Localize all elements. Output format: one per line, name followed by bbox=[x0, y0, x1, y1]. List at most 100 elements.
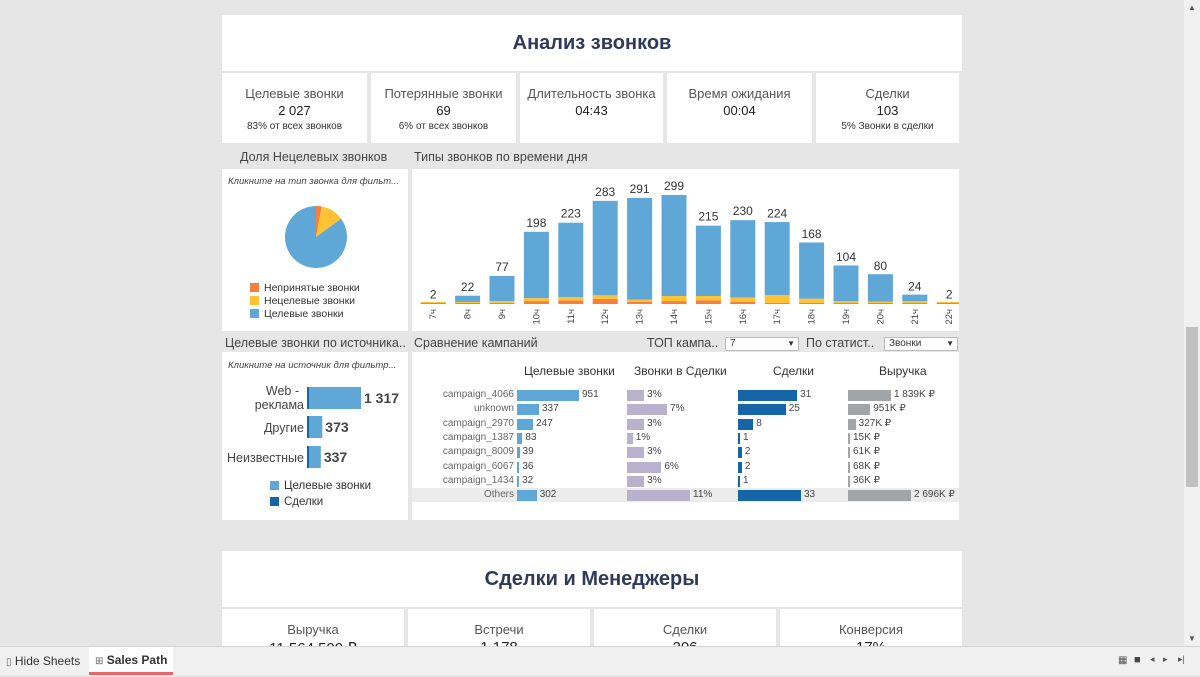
kpi-target-calls[interactable]: Целевые звонки 2 027 83% от всех звонков bbox=[222, 73, 367, 143]
time-bar-segment[interactable] bbox=[523, 301, 549, 304]
time-bar-segment[interactable] bbox=[489, 301, 515, 303]
source-deals-bar[interactable] bbox=[307, 446, 309, 468]
time-bar-segment[interactable] bbox=[799, 242, 825, 299]
time-bar-segment[interactable] bbox=[833, 265, 859, 302]
tab-sales-path[interactable]: ⊞ Sales Path bbox=[89, 647, 174, 675]
time-bar-segment[interactable] bbox=[627, 299, 653, 302]
legend-target-calls[interactable]: Целевые звонки bbox=[270, 480, 371, 492]
time-bar-segment[interactable] bbox=[902, 294, 928, 302]
time-bar-segment[interactable] bbox=[730, 297, 756, 302]
scroll-up-arrow[interactable]: ▲ bbox=[1188, 3, 1196, 12]
conversion-bar[interactable] bbox=[627, 475, 645, 487]
target-calls-bar[interactable] bbox=[517, 475, 520, 487]
deals-bar[interactable] bbox=[738, 475, 740, 487]
time-bar-segment[interactable] bbox=[523, 231, 549, 299]
sources-chart[interactable]: 1 317 Web -реклама 373 Другие 337 Неизвестные bbox=[222, 352, 408, 520]
target-calls-bar[interactable] bbox=[517, 447, 520, 459]
deals-bar[interactable] bbox=[738, 404, 786, 416]
legend-nontarget[interactable]: Нецелевые звонки bbox=[250, 295, 355, 307]
pie-slice-0[interactable] bbox=[316, 206, 322, 237]
target-calls-bar[interactable] bbox=[517, 461, 520, 473]
conversion-bar[interactable] bbox=[627, 390, 645, 401]
time-bar-segment[interactable] bbox=[661, 295, 687, 302]
time-bar-segment[interactable] bbox=[867, 274, 893, 302]
target-calls-bar[interactable] bbox=[517, 404, 539, 416]
next-sheet-icon[interactable]: ▸ bbox=[1163, 654, 1168, 664]
time-bar-segment[interactable] bbox=[489, 275, 515, 302]
kpi-lost-calls[interactable]: Потерянные звонки 69 6% от всех звонков bbox=[371, 73, 516, 143]
time-bar-segment[interactable] bbox=[558, 297, 584, 301]
campaign-name[interactable]: campaign_6067 bbox=[442, 460, 514, 472]
campaign-name[interactable]: Others bbox=[483, 489, 514, 501]
time-bar-segment[interactable] bbox=[799, 298, 825, 303]
time-bar-segment[interactable] bbox=[627, 301, 653, 304]
kpi-meetings[interactable]: Встречи 1 178 bbox=[408, 609, 590, 649]
legend-deals[interactable]: Сделки bbox=[270, 496, 323, 508]
conversion-bar[interactable] bbox=[627, 418, 645, 430]
legend-missed[interactable]: Непринятые звонки bbox=[250, 282, 360, 294]
legend-target[interactable]: Целевые звонки bbox=[250, 308, 343, 320]
revenue-bar[interactable] bbox=[848, 390, 891, 401]
vertical-scrollbar[interactable]: ▲ ▼ bbox=[1184, 0, 1200, 647]
campaign-name[interactable]: campaign_1387 bbox=[442, 431, 514, 443]
time-bar-segment[interactable] bbox=[799, 303, 825, 304]
time-bar-segment[interactable] bbox=[936, 303, 959, 304]
hide-sheets-button[interactable]: ▯ Hide Sheets bbox=[6, 647, 80, 675]
source-bar[interactable] bbox=[307, 416, 323, 438]
time-bar-segment[interactable] bbox=[764, 303, 790, 304]
conversion-bar[interactable] bbox=[627, 404, 668, 416]
time-bar-segment[interactable] bbox=[833, 303, 859, 304]
top-filter-dropdown[interactable]: 7 ▼ bbox=[725, 337, 799, 351]
target-calls-bar[interactable] bbox=[517, 418, 534, 430]
time-bar-segment[interactable] bbox=[558, 222, 584, 298]
prev-sheet-icon[interactable]: ◂ bbox=[1150, 654, 1155, 664]
time-bar-segment[interactable] bbox=[661, 301, 687, 304]
grid-view-icon[interactable]: ▦ bbox=[1118, 655, 1128, 666]
campaign-name[interactable]: campaign_1434 bbox=[442, 474, 514, 486]
deals-bar[interactable] bbox=[738, 447, 742, 459]
kpi-deals[interactable]: Сделки 103 5% Звонки в сделки bbox=[816, 73, 959, 143]
time-bar-segment[interactable] bbox=[420, 302, 446, 303]
source-deals-bar[interactable] bbox=[307, 416, 309, 438]
time-bar-segment[interactable] bbox=[730, 301, 756, 304]
revenue-bar[interactable] bbox=[848, 447, 850, 459]
stat-filter-dropdown[interactable]: Звонки ▼ bbox=[884, 337, 958, 351]
revenue-bar[interactable] bbox=[848, 475, 850, 487]
time-bar-segment[interactable] bbox=[867, 301, 893, 303]
conversion-bar[interactable] bbox=[627, 461, 662, 473]
campaign-name[interactable]: campaign_2970 bbox=[442, 417, 514, 429]
pie-slice-2[interactable] bbox=[285, 206, 347, 268]
time-bar-segment[interactable] bbox=[489, 302, 515, 304]
time-bar-segment[interactable] bbox=[420, 303, 446, 304]
time-bar-segment[interactable] bbox=[455, 303, 481, 304]
time-bar-segment[interactable] bbox=[764, 294, 790, 303]
target-calls-bar[interactable] bbox=[517, 390, 579, 401]
single-view-icon[interactable]: ■ bbox=[1134, 654, 1141, 666]
campaign-name[interactable]: campaign_4066 bbox=[442, 389, 514, 400]
pie-slice-1[interactable] bbox=[316, 206, 342, 237]
conversion-bar[interactable] bbox=[627, 447, 645, 459]
kpi-conversion[interactable]: Конверсия 17% bbox=[780, 609, 962, 649]
pie-chart[interactable] bbox=[281, 202, 351, 272]
kpi-deals-2[interactable]: Сделки 206 bbox=[594, 609, 776, 649]
time-bar-segment[interactable] bbox=[455, 301, 481, 303]
source-deals-bar[interactable] bbox=[307, 387, 309, 409]
time-bar-segment[interactable] bbox=[455, 295, 481, 302]
revenue-bar[interactable] bbox=[848, 490, 911, 502]
deals-bar[interactable] bbox=[738, 418, 754, 430]
deals-bar[interactable] bbox=[738, 432, 740, 444]
source-bar[interactable] bbox=[307, 387, 361, 409]
time-bar-segment[interactable] bbox=[558, 300, 584, 304]
conversion-bar[interactable] bbox=[627, 490, 690, 502]
time-bar-segment[interactable] bbox=[695, 295, 721, 301]
revenue-bar[interactable] bbox=[848, 461, 850, 473]
time-bar-segment[interactable] bbox=[764, 222, 790, 295]
conversion-bar[interactable] bbox=[627, 432, 633, 444]
time-bar-segment[interactable] bbox=[695, 300, 721, 304]
campaign-name[interactable]: campaign_8009 bbox=[442, 446, 514, 458]
time-bar-segment[interactable] bbox=[523, 298, 549, 302]
time-bar-segment[interactable] bbox=[936, 302, 959, 303]
target-calls-bar[interactable] bbox=[517, 432, 523, 444]
kpi-wait-time[interactable]: Время ожидания 00:04 bbox=[667, 73, 812, 143]
timechart-svg[interactable]: 2 7ч 22 8ч 77 9ч 198 10ч 223 11ч 283 12ч 291 13ч 299 14… bbox=[412, 169, 959, 331]
